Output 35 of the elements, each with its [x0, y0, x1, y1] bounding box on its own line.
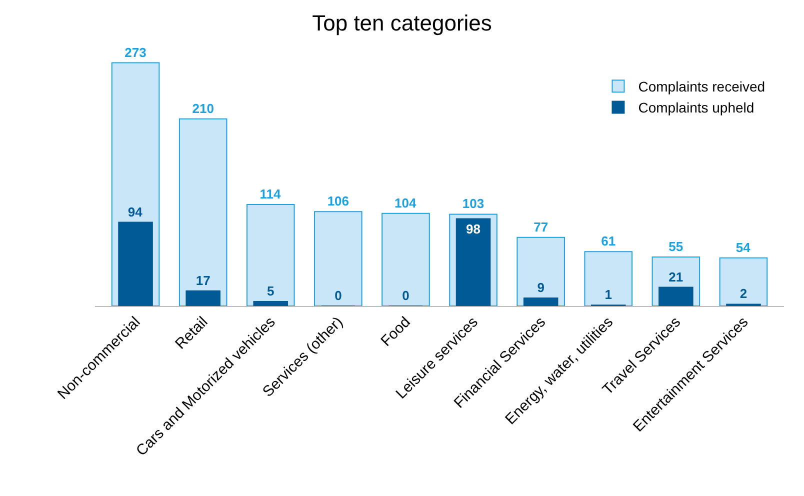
data-label: 61: [601, 234, 616, 249]
bar: [253, 301, 288, 306]
bar: [178, 118, 228, 306]
data-label: 114: [260, 186, 282, 202]
data-label: 104: [394, 195, 417, 210]
legend-label: Complaints received: [638, 78, 766, 95]
data-label: 55: [668, 239, 684, 254]
data-label: 94: [128, 204, 144, 220]
bar: [314, 211, 362, 306]
data-label: 1: [604, 287, 612, 302]
data-label: 9: [537, 280, 544, 295]
chart-title: Top ten categories: [312, 10, 492, 36]
data-label: 210: [192, 100, 214, 116]
data-label: 0: [402, 288, 410, 303]
data-label: 17: [196, 272, 210, 288]
data-label: 103: [462, 196, 484, 212]
data-label: 273: [124, 44, 146, 60]
data-label: 98: [466, 222, 481, 237]
bar: [523, 297, 558, 306]
bar: [118, 222, 153, 306]
legend-label: Complaints upheld: [638, 100, 754, 116]
bar: [584, 251, 633, 306]
bar: [658, 286, 694, 306]
data-label: 5: [267, 284, 274, 299]
bar: [246, 204, 295, 306]
data-label: 0: [334, 288, 342, 303]
data-label: 2: [740, 286, 748, 302]
data-label: 21: [668, 269, 684, 284]
data-label: 54: [736, 240, 752, 255]
data-label: 106: [327, 194, 350, 209]
data-label: 77: [534, 219, 548, 234]
bar: [186, 290, 220, 306]
bar: [516, 236, 565, 306]
bar: [719, 257, 768, 306]
bar: [382, 212, 430, 306]
